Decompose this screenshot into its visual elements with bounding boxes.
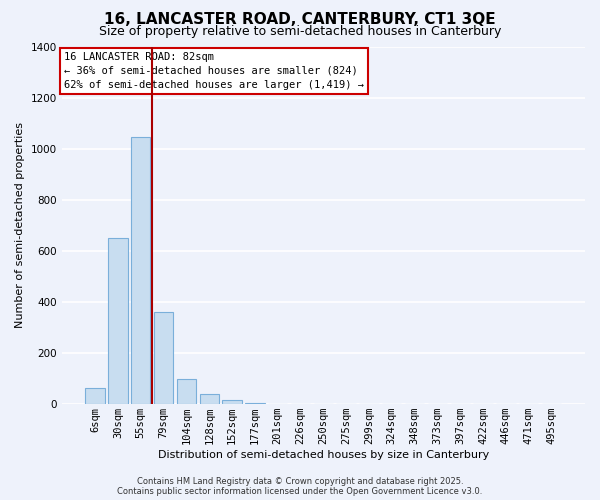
Bar — [245, 403, 265, 404]
Text: 16 LANCASTER ROAD: 82sqm
← 36% of semi-detached houses are smaller (824)
62% of : 16 LANCASTER ROAD: 82sqm ← 36% of semi-d… — [64, 52, 364, 90]
Bar — [131, 137, 151, 404]
Bar — [108, 238, 128, 404]
Bar — [177, 378, 196, 404]
Bar — [223, 400, 242, 404]
Text: Size of property relative to semi-detached houses in Canterbury: Size of property relative to semi-detach… — [99, 25, 501, 38]
Bar — [200, 394, 219, 404]
Text: Contains HM Land Registry data © Crown copyright and database right 2025.
Contai: Contains HM Land Registry data © Crown c… — [118, 476, 482, 496]
Bar — [85, 388, 105, 404]
Bar — [154, 312, 173, 404]
X-axis label: Distribution of semi-detached houses by size in Canterbury: Distribution of semi-detached houses by … — [158, 450, 489, 460]
Text: 16, LANCASTER ROAD, CANTERBURY, CT1 3QE: 16, LANCASTER ROAD, CANTERBURY, CT1 3QE — [104, 12, 496, 28]
Y-axis label: Number of semi-detached properties: Number of semi-detached properties — [15, 122, 25, 328]
